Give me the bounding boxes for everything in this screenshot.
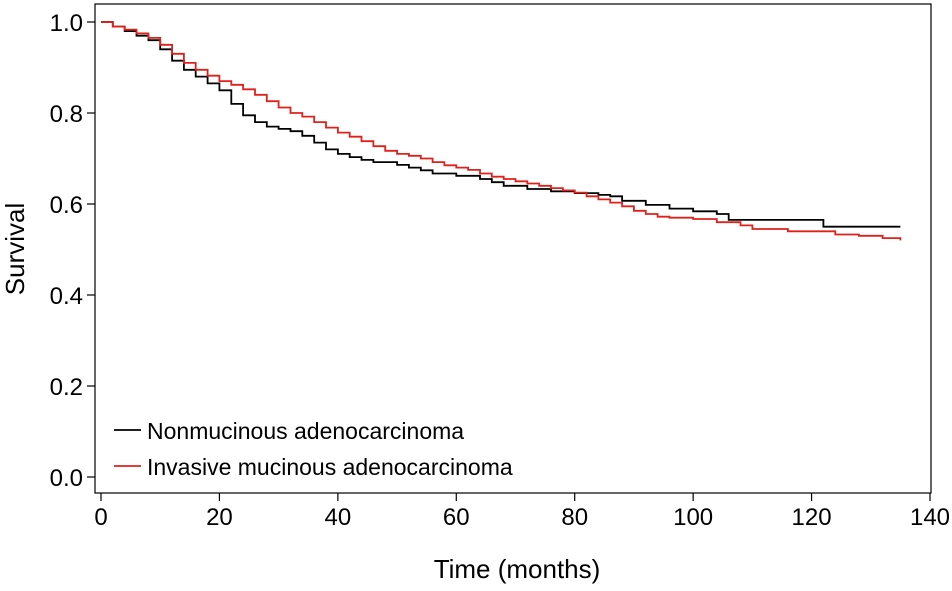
y-axis-title: Survival: [0, 203, 30, 295]
y-tick-label: 0.4: [50, 283, 83, 310]
x-tick-label: 20: [206, 504, 233, 531]
x-tick-label: 140: [910, 504, 950, 531]
y-tick-label: 0.2: [50, 374, 83, 401]
x-axis-title: Time (months): [434, 554, 601, 584]
series-line-nonmucinous: [101, 21, 901, 228]
x-tick-label: 0: [94, 504, 107, 531]
x-tick-label: 80: [561, 504, 588, 531]
series-layer: [101, 21, 902, 241]
x-tick-label: 120: [792, 504, 832, 531]
x-tick-label: 40: [325, 504, 352, 531]
y-tick-label: 1.0: [50, 10, 83, 37]
x-tick-label: 100: [673, 504, 713, 531]
y-tick-label: 0.0: [50, 465, 83, 492]
y-tick-label: 0.8: [50, 101, 83, 128]
plot-frame: [94, 3, 932, 494]
legend-label: Nonmucinous adenocarcinoma: [147, 418, 464, 444]
y-tick-label: 0.6: [50, 192, 83, 219]
series-line-invasive-mucinous: [101, 21, 902, 241]
legend: Nonmucinous adenocarcinoma Invasive mucin…: [114, 418, 513, 480]
legend-label: Invasive mucinous adenocarcinoma: [147, 454, 513, 480]
x-axis: 0 20 40 60 80 100 120 140: [94, 493, 950, 531]
x-tick-label: 60: [443, 504, 470, 531]
y-axis: 0.0 0.2 0.4 0.6 0.8 1.0: [50, 10, 95, 492]
